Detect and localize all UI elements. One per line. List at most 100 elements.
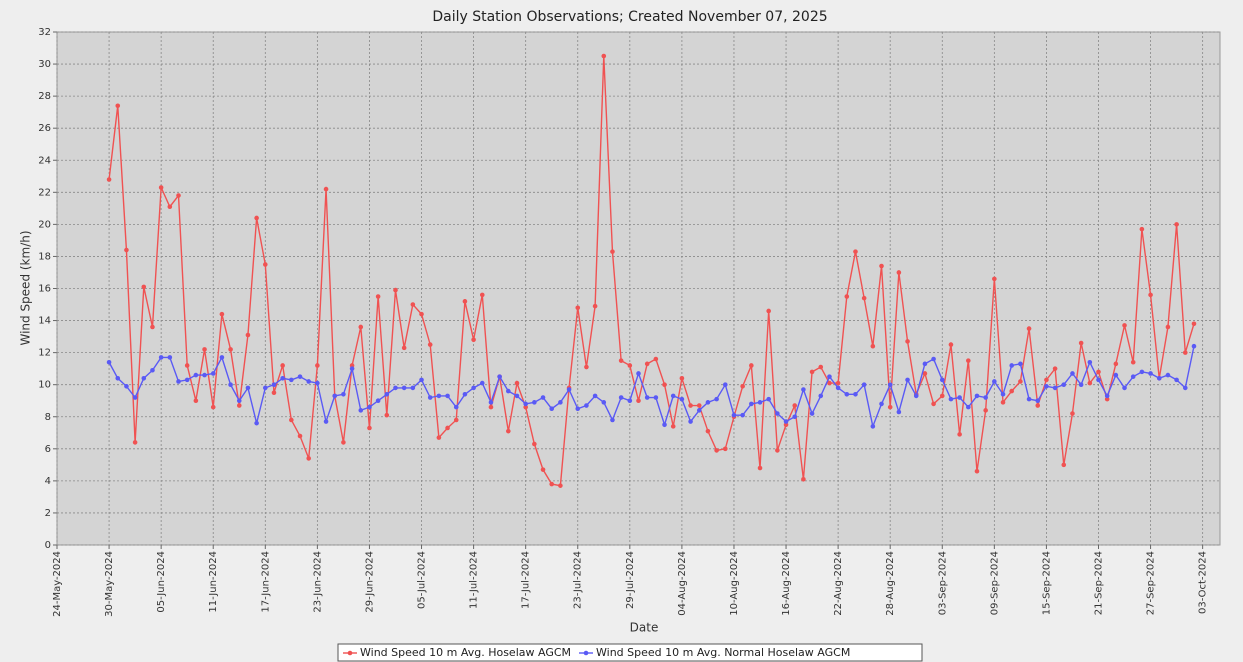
data-point — [844, 392, 850, 397]
data-point — [1182, 385, 1188, 391]
data-point — [1035, 398, 1041, 404]
data-point — [124, 383, 129, 389]
data-point — [115, 375, 121, 381]
data-point — [150, 324, 155, 330]
data-point — [210, 371, 216, 376]
data-point — [1026, 396, 1032, 402]
data-point — [1044, 383, 1049, 389]
y-tick-label: 0 — [45, 540, 51, 551]
data-point — [1087, 380, 1093, 386]
data-point — [1165, 324, 1171, 330]
x-tick-label: 04-Aug-2024 — [677, 551, 688, 616]
data-point — [306, 379, 311, 384]
data-point — [670, 424, 676, 429]
data-point — [367, 425, 372, 431]
y-tick-label: 32 — [38, 27, 51, 38]
data-point — [1000, 400, 1006, 405]
data-point — [315, 363, 320, 368]
data-point — [375, 398, 381, 404]
data-point — [176, 379, 181, 384]
data-point — [801, 476, 806, 482]
y-tick-label: 6 — [45, 444, 51, 455]
data-point — [228, 382, 233, 387]
data-point — [1113, 361, 1119, 367]
data-point — [792, 414, 798, 420]
data-point — [827, 374, 832, 379]
data-point — [245, 385, 251, 391]
data-point — [896, 409, 902, 415]
data-point — [384, 392, 390, 397]
x-tick-label: 17-Jun-2024 — [260, 551, 271, 613]
data-point — [1104, 396, 1110, 402]
data-point — [1191, 343, 1197, 349]
data-point — [262, 385, 268, 391]
data-point — [193, 398, 199, 404]
data-point — [705, 428, 711, 434]
x-axis-label: Date — [630, 621, 659, 635]
legend-label: Wind Speed 10 m Avg. Normal Hoselaw AGCM — [596, 646, 850, 659]
x-tick-label: 28-Aug-2024 — [885, 551, 896, 616]
data-point — [757, 465, 763, 471]
data-point — [575, 305, 581, 311]
data-point — [184, 363, 190, 368]
data-point — [887, 404, 893, 410]
data-point — [966, 404, 971, 410]
data-point — [1113, 372, 1119, 378]
data-point — [1130, 359, 1136, 365]
data-point — [792, 403, 798, 408]
legend-swatch-dot — [583, 650, 589, 656]
data-point — [1191, 321, 1197, 327]
data-point — [983, 395, 988, 400]
data-point — [1009, 388, 1015, 394]
data-point — [992, 276, 997, 282]
data-point — [289, 377, 294, 383]
data-point — [410, 385, 416, 391]
data-point — [592, 303, 598, 309]
data-point — [1165, 372, 1171, 378]
data-point — [245, 332, 251, 338]
data-point — [540, 395, 546, 400]
data-point — [1061, 462, 1067, 468]
data-point — [939, 377, 945, 383]
data-point — [931, 356, 936, 362]
data-point — [210, 404, 216, 410]
data-point — [453, 417, 459, 423]
data-point — [584, 364, 589, 370]
data-point — [436, 435, 442, 440]
data-point — [1122, 323, 1127, 328]
data-point — [158, 185, 164, 190]
data-point — [610, 249, 615, 254]
data-point — [488, 404, 494, 410]
data-point — [323, 419, 329, 424]
data-point — [1044, 377, 1049, 383]
data-point — [783, 419, 789, 424]
data-point — [670, 393, 676, 399]
data-point — [974, 393, 980, 399]
data-point — [679, 375, 685, 381]
data-point — [1018, 361, 1023, 367]
x-tick-label: 22-Aug-2024 — [833, 551, 844, 616]
x-tick-label: 05-Jul-2024 — [417, 551, 428, 609]
data-point — [358, 324, 364, 330]
data-point — [766, 396, 771, 402]
legend-label: Wind Speed 10 m Avg. Hoselaw AGCM — [360, 646, 571, 659]
data-point — [202, 347, 207, 352]
data-point — [150, 367, 155, 373]
data-point — [931, 401, 936, 407]
data-point — [358, 408, 364, 413]
data-point — [236, 403, 242, 408]
data-point — [844, 294, 850, 299]
data-point — [601, 400, 607, 405]
data-point — [870, 424, 876, 429]
data-point — [740, 383, 745, 389]
data-point — [540, 467, 546, 472]
y-tick-label: 4 — [45, 476, 51, 487]
data-point — [922, 361, 928, 367]
data-point — [896, 270, 902, 275]
x-tick-label: 29-Jul-2024 — [625, 551, 636, 609]
data-point — [401, 345, 407, 351]
data-point — [610, 417, 615, 423]
data-point — [627, 363, 633, 368]
data-point — [1026, 326, 1032, 331]
